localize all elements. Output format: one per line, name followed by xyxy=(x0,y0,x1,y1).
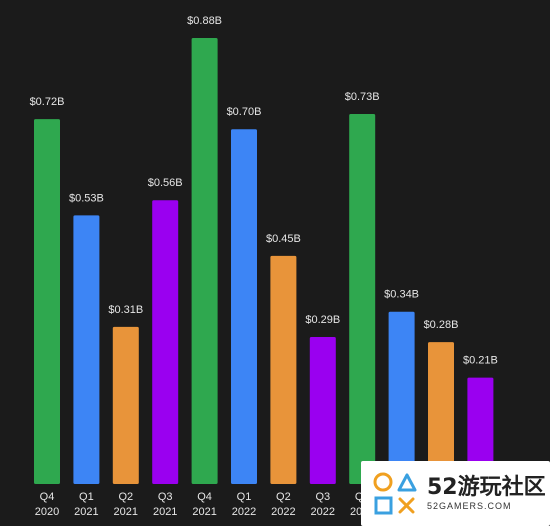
bar-value-label: $0.31B xyxy=(108,304,143,316)
watermark-logo: 52游玩社区 52GAMERS.COM xyxy=(361,461,550,526)
bar-q4-2022 xyxy=(349,114,376,484)
bar-value-label: $0.34B xyxy=(384,289,419,301)
bar-q1-2022 xyxy=(231,129,257,484)
bar-value-label: $0.53B xyxy=(69,192,104,204)
bar-q2-2021 xyxy=(112,326,139,484)
x-tick-label: Q3 2022 xyxy=(311,491,335,518)
bar-q4-2021 xyxy=(191,38,218,484)
bar-value-label: $0.56B xyxy=(148,177,183,189)
bar-q3-2021 xyxy=(152,200,179,484)
bar-value-label: $0.88B xyxy=(187,15,222,27)
bar-q3-2023 xyxy=(467,377,494,484)
x-tick-label: Q1 2021 xyxy=(74,491,98,518)
bar-q1-2021 xyxy=(73,215,100,484)
bar-q4-2020 xyxy=(34,119,60,484)
bar-q3-2022 xyxy=(309,337,336,484)
gamepad-symbols-icon xyxy=(373,472,417,514)
watermark-title: 52游玩社区 xyxy=(427,474,546,500)
x-tick-label: Q2 2022 xyxy=(271,491,295,518)
bar-value-label: $0.70B xyxy=(227,106,262,118)
bar-q1-2023 xyxy=(388,311,415,484)
watermark-subtitle: 52GAMERS.COM xyxy=(427,500,512,511)
bar-value-label: $0.29B xyxy=(305,314,340,326)
bar-value-label: $0.45B xyxy=(266,233,301,245)
bar-value-label: $0.73B xyxy=(345,91,380,103)
x-tick-label: Q1 2022 xyxy=(232,491,256,518)
bar-q2-2023 xyxy=(428,342,454,484)
bar-value-label: $0.72B xyxy=(30,96,65,108)
bar-value-label: $0.21B xyxy=(463,355,498,367)
x-tick-label: Q4 2021 xyxy=(192,491,216,518)
bar-value-label: $0.28B xyxy=(424,319,459,331)
bar-q2-2022 xyxy=(270,255,297,484)
x-tick-label: Q3 2021 xyxy=(153,491,177,518)
x-tick-label: Q4 2020 xyxy=(35,491,59,518)
x-tick-label: Q2 2021 xyxy=(114,491,138,518)
